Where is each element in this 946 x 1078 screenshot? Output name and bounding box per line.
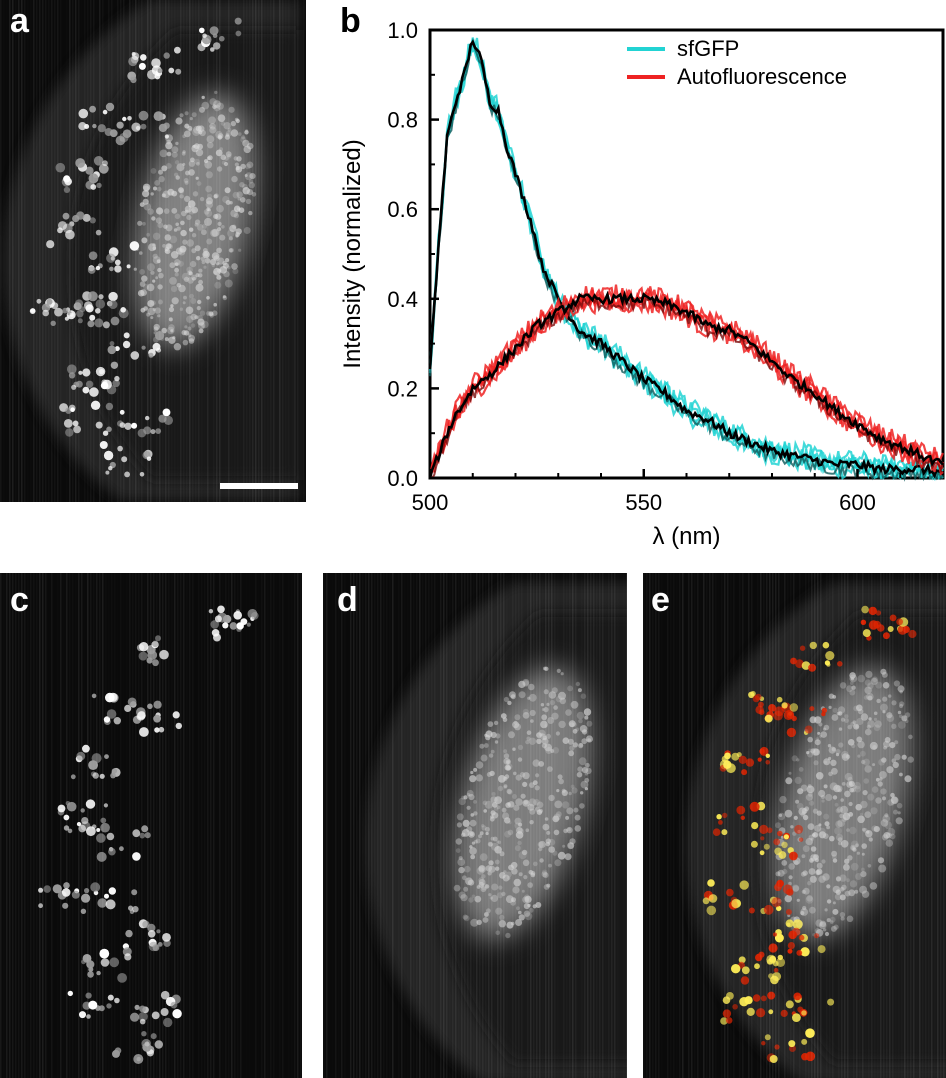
vertical-streaks xyxy=(649,573,945,1078)
fluorescence-image-c xyxy=(0,573,299,1078)
panel-label-e: e xyxy=(651,581,670,619)
panel-label-c: c xyxy=(10,581,29,619)
x-axis-label: λ (nm) xyxy=(653,523,721,550)
panel-a-image: a xyxy=(0,0,306,502)
fluorescence-image-d xyxy=(326,573,627,1078)
panel-c-image: c xyxy=(0,573,302,1078)
vertical-streaks xyxy=(0,0,296,502)
mean-trace xyxy=(428,289,944,479)
panel-label-b: b xyxy=(340,2,361,40)
fluorescence-image-e xyxy=(649,573,946,1078)
y-tick-label: 1.0 xyxy=(387,18,418,43)
panel-d-image: d xyxy=(323,573,627,1078)
panel-label-a: a xyxy=(10,2,29,40)
legend-label: Autofluorescence xyxy=(677,64,847,89)
y-tick-label: 0.8 xyxy=(387,108,418,133)
replicate-trace xyxy=(428,284,945,479)
x-tick-label: 550 xyxy=(625,490,662,515)
vertical-streaks xyxy=(326,573,627,1078)
panel-e-image: e xyxy=(643,573,946,1078)
fluorescence-image-a xyxy=(0,0,300,502)
mean-trace xyxy=(428,39,945,479)
gfp-cell-clusters xyxy=(29,17,242,478)
y-axis-label: Intensity (normalized) xyxy=(339,139,366,368)
x-tick-label: 500 xyxy=(412,490,449,515)
autofluorescent-region xyxy=(774,666,914,940)
y-tick-label: 0.4 xyxy=(387,287,418,312)
series-autofluorescence xyxy=(428,284,945,480)
autofluorescent-region xyxy=(453,666,593,940)
gfp-cell-clusters xyxy=(702,605,917,1063)
y-tick-label: 0.6 xyxy=(387,197,418,222)
y-tick-label: 0.0 xyxy=(387,466,418,491)
y-tick-label: 0.2 xyxy=(387,376,418,401)
spectrum-chart: 500 550 600 0.0 0.2 0.4 0.6 0.8 1.0 λ (nm) Intensi… xyxy=(339,18,945,550)
legend: sfGFP Autofluorescence xyxy=(627,36,847,89)
autofluorescent-region xyxy=(133,90,257,351)
panel-label-d: d xyxy=(337,581,358,619)
gfp-cell-clusters xyxy=(38,605,259,1064)
vertical-streaks xyxy=(0,573,299,1078)
legend-label: sfGFP xyxy=(677,36,739,61)
x-tick-label: 600 xyxy=(839,490,876,515)
